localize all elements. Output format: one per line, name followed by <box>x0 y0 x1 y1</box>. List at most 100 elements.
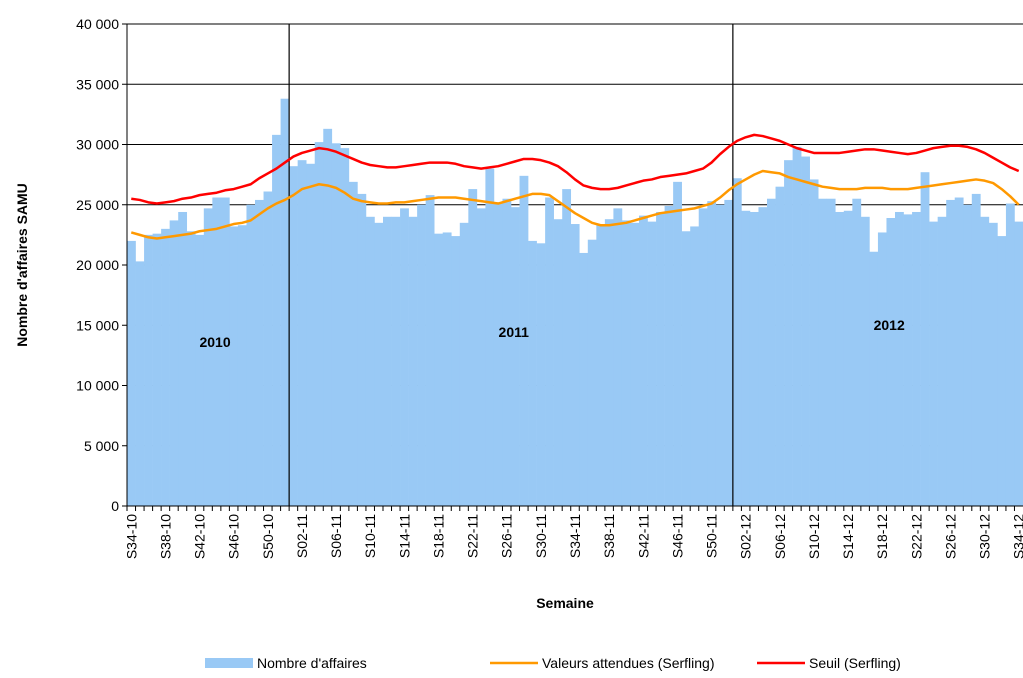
bar <box>408 216 418 507</box>
x-tick-label: S22-12 <box>908 514 924 559</box>
bar <box>144 234 153 506</box>
bar <box>980 216 990 507</box>
bar <box>681 231 691 506</box>
bar <box>707 201 717 506</box>
bar <box>843 210 853 506</box>
bar <box>570 224 580 506</box>
bar <box>920 172 930 506</box>
x-tick-label: S34-12 <box>1011 514 1023 559</box>
bar <box>835 211 845 507</box>
legend-swatch <box>205 658 253 668</box>
y-tick-label: 5 000 <box>84 438 119 454</box>
legend-label: Seuil (Serfling) <box>809 655 901 671</box>
legend-label: Valeurs attendues (Serfling) <box>542 655 715 671</box>
bar <box>954 197 964 506</box>
bar <box>630 222 640 506</box>
bar <box>758 207 768 506</box>
bar <box>255 199 264 506</box>
x-tick-label: S46-11 <box>669 514 685 558</box>
bar <box>698 208 708 507</box>
x-tick-label: S22-11 <box>465 514 481 558</box>
bar <box>289 166 298 506</box>
x-tick-label: S34-10 <box>123 514 139 559</box>
bar <box>212 197 222 506</box>
bar <box>178 211 188 507</box>
bar <box>280 98 290 507</box>
bar <box>220 197 230 506</box>
x-tick-label: S14-11 <box>396 514 412 558</box>
x-tick-label: S10-11 <box>362 514 378 558</box>
bar <box>852 198 862 506</box>
x-tick-label: S26-12 <box>942 514 958 559</box>
bar <box>331 143 341 507</box>
bar <box>340 148 350 507</box>
bar <box>579 252 589 506</box>
bar <box>434 233 444 507</box>
series-line <box>131 133 1020 205</box>
bar <box>186 231 196 506</box>
bar <box>425 195 435 507</box>
bar <box>417 204 426 506</box>
bar <box>587 239 597 506</box>
bar <box>963 204 973 506</box>
bar <box>749 211 759 507</box>
bar <box>724 199 734 506</box>
bar <box>639 215 648 506</box>
bar <box>562 189 572 506</box>
bar <box>203 208 213 507</box>
bar <box>732 178 742 507</box>
bar <box>485 168 495 506</box>
bar <box>784 160 793 507</box>
x-tick-label: S50-11 <box>704 514 720 558</box>
y-tick-label: 0 <box>111 498 119 514</box>
bar <box>895 211 904 507</box>
bar <box>127 240 136 506</box>
bar <box>912 211 921 507</box>
bar <box>135 261 145 506</box>
legend-label: Nombre d'affaires <box>257 655 367 671</box>
bar <box>988 222 998 506</box>
x-tick-label: S18-12 <box>874 514 890 559</box>
bar <box>946 199 956 506</box>
bar <box>195 234 205 506</box>
bar <box>553 219 563 506</box>
bar <box>613 208 623 507</box>
y-axis-title: Nombre d'affaires SAMU <box>14 183 30 347</box>
bar <box>442 232 452 506</box>
x-tick-label: S06-11 <box>328 514 344 558</box>
bar <box>741 210 751 506</box>
bar <box>391 216 401 507</box>
bar <box>536 243 546 506</box>
bar <box>1005 203 1015 507</box>
bar <box>493 202 503 506</box>
bar <box>152 233 162 507</box>
y-tick-label: 10 000 <box>76 378 119 394</box>
x-tick-label: S30-12 <box>977 514 993 559</box>
x-tick-label: S38-10 <box>157 514 173 559</box>
bar <box>246 204 256 506</box>
bar <box>621 220 631 507</box>
x-tick-label: S14-12 <box>840 514 856 559</box>
bar <box>468 189 478 506</box>
bar <box>272 134 281 507</box>
bar <box>1014 221 1023 506</box>
bar <box>357 193 367 506</box>
bar <box>604 219 614 506</box>
bar <box>647 221 657 506</box>
bar <box>826 198 836 506</box>
year-annotation: 2011 <box>499 324 530 340</box>
bar <box>775 186 785 507</box>
bar <box>476 208 486 507</box>
bar <box>937 216 947 507</box>
bar <box>528 240 537 506</box>
x-tick-label: S10-12 <box>806 514 822 559</box>
x-tick-label: S02-11 <box>294 514 310 558</box>
x-tick-label: S42-11 <box>635 514 651 558</box>
bar <box>383 216 392 507</box>
bar <box>903 214 913 506</box>
bar <box>545 197 554 506</box>
x-tick-label: S26-11 <box>499 514 515 558</box>
series-line <box>130 169 1020 240</box>
bar <box>161 228 170 506</box>
